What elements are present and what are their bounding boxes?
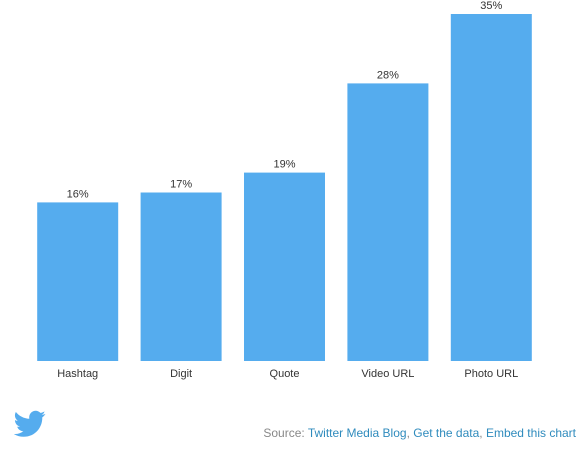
bar-quote[interactable] xyxy=(244,172,325,361)
source-prefix: Source: xyxy=(263,426,305,440)
separator: , xyxy=(406,426,414,440)
category-label: Photo URL xyxy=(464,368,518,380)
bar-photo-url[interactable] xyxy=(450,14,532,361)
bars-group: 16% Hashtag 17% Digit 19% Quote 28% Video URL 35… xyxy=(37,0,532,380)
twitter-bird-icon xyxy=(14,410,46,437)
category-label: Hashtag xyxy=(57,368,98,380)
category-label: Video URL xyxy=(361,368,414,380)
get-the-data-link[interactable]: Get the data xyxy=(413,426,480,440)
category-label: Quote xyxy=(270,368,300,380)
bar-digit[interactable] xyxy=(140,192,222,362)
embed-this-chart-link[interactable]: Embed this chart xyxy=(485,426,576,440)
category-label: Digit xyxy=(170,368,192,380)
value-label: 35% xyxy=(480,0,502,12)
value-label: 28% xyxy=(377,69,399,81)
source-line: Source: Twitter Media Blog, Get the data… xyxy=(263,426,576,440)
value-label: 17% xyxy=(170,179,192,191)
separator: , xyxy=(479,426,486,440)
bar-chart: 16% Hashtag 17% Digit 19% Quote 28% Video URL 35… xyxy=(37,0,532,380)
bar-hashtag[interactable] xyxy=(37,202,119,361)
value-label: 16% xyxy=(67,188,89,200)
value-label: 19% xyxy=(273,159,295,171)
bar-video-url[interactable] xyxy=(347,83,429,362)
source-link-twitter-media-blog[interactable]: Twitter Media Blog xyxy=(307,426,407,440)
